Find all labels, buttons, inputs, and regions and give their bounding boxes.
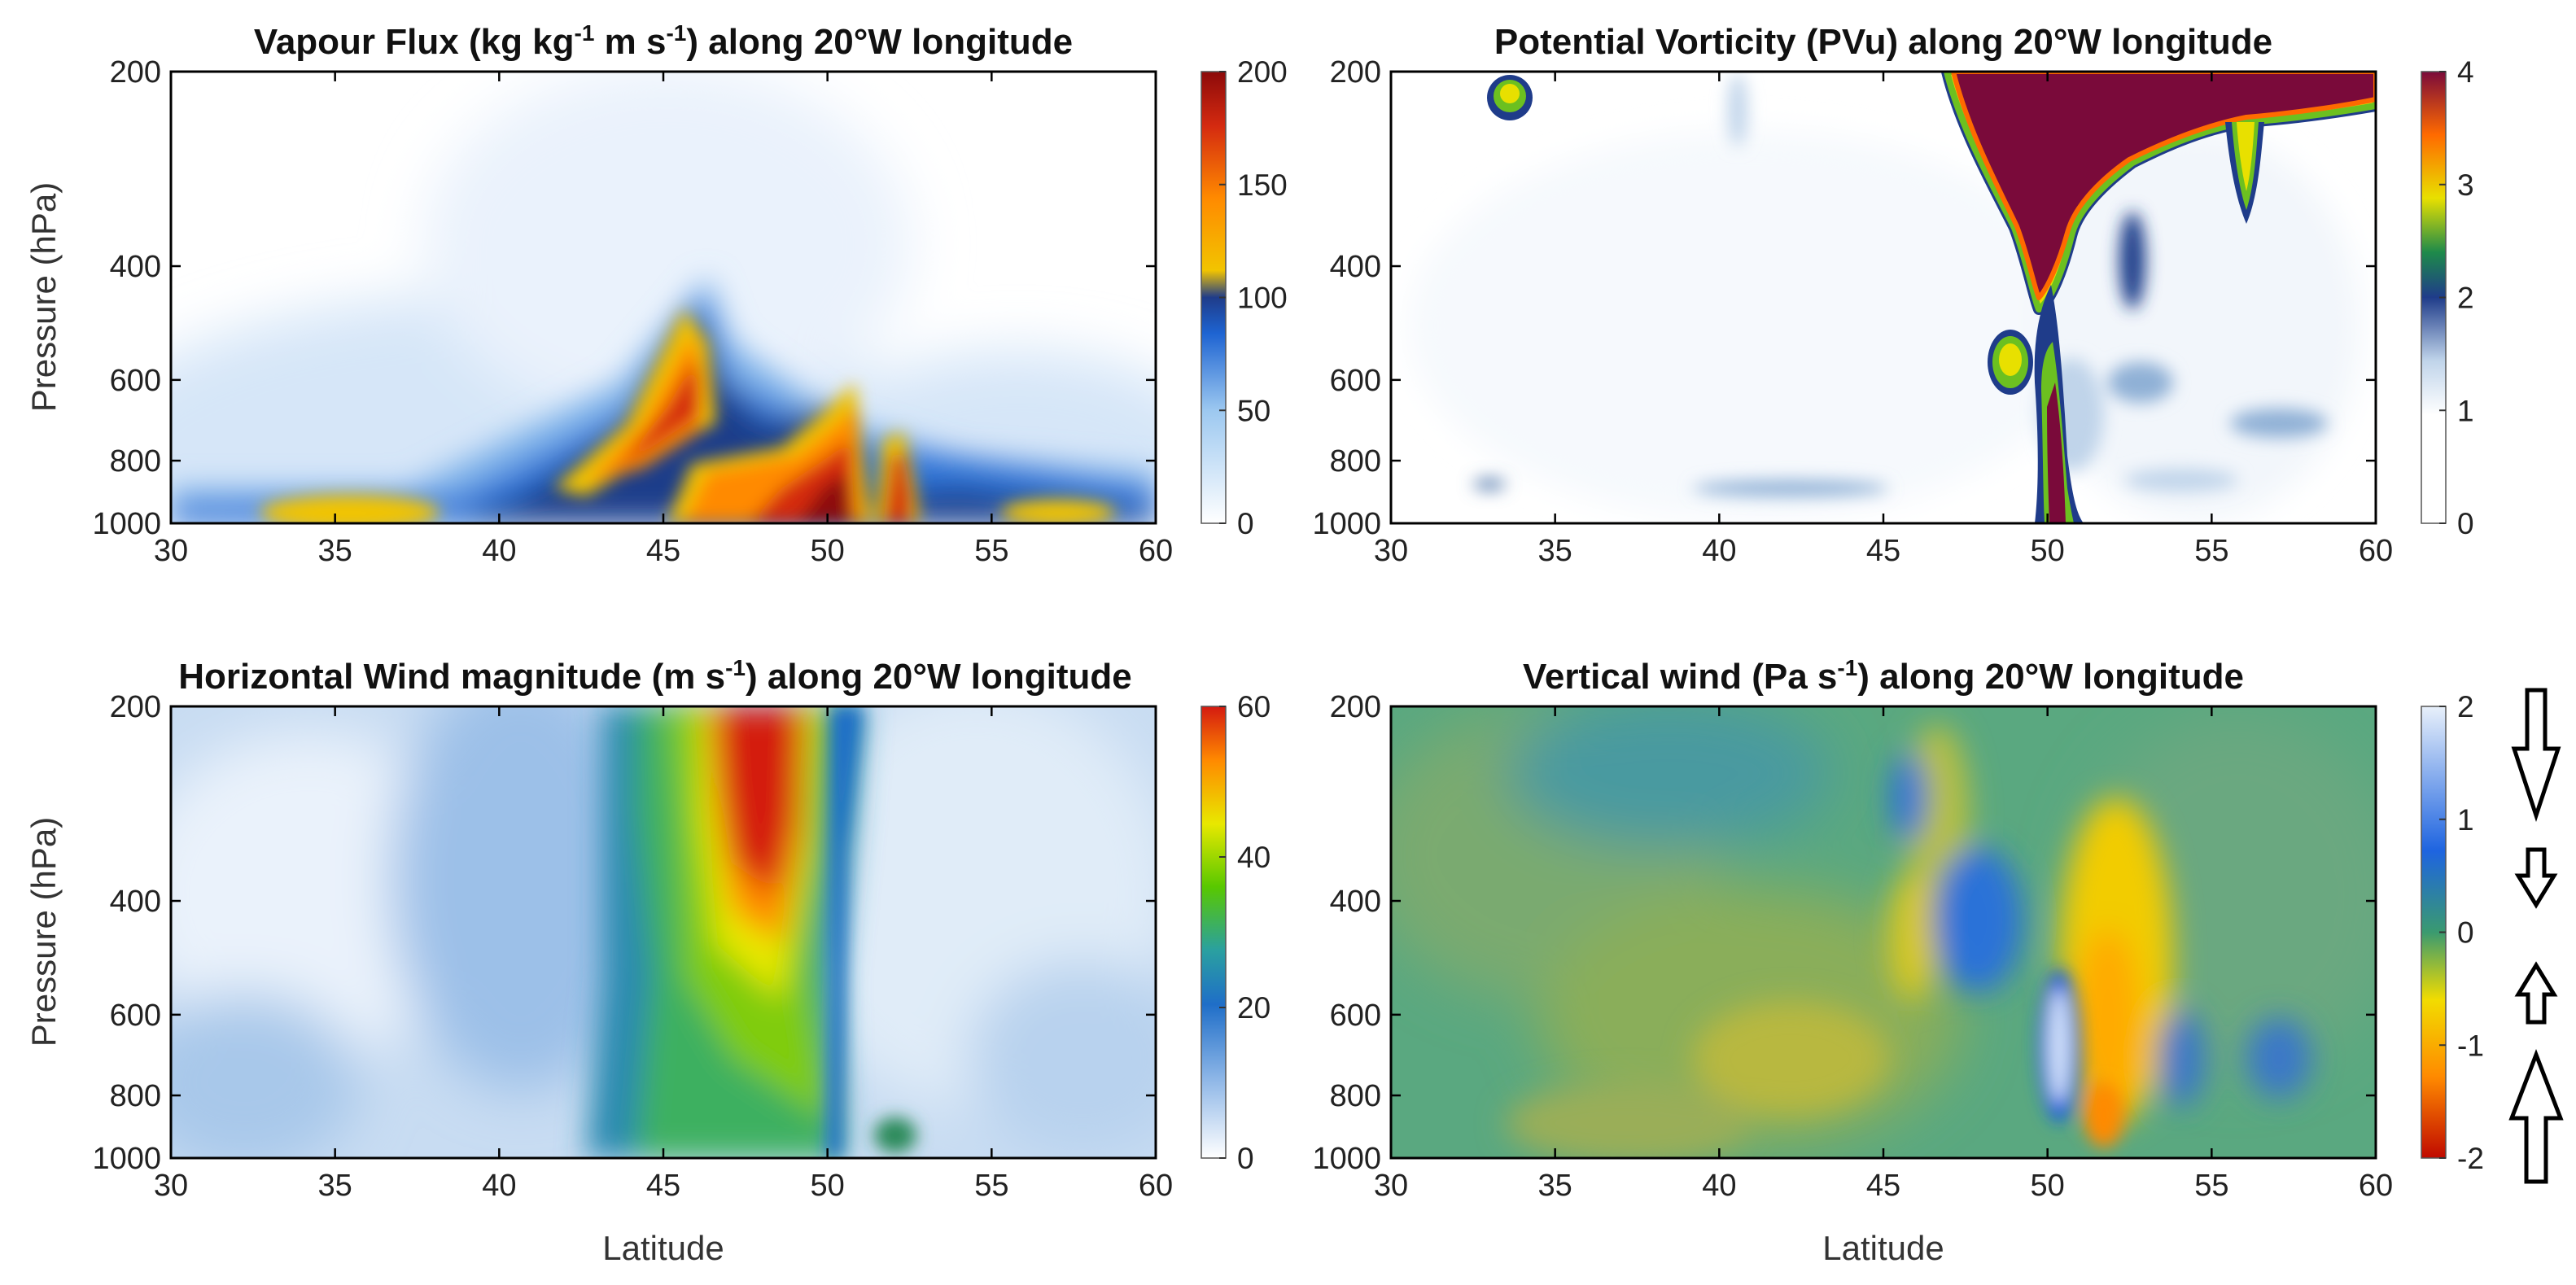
y-tick-label: 800	[110, 444, 161, 479]
colorbar-ticks: 0 1 2 3 4	[2439, 55, 2474, 540]
colorbar-tick-label: 0	[1237, 1142, 1254, 1175]
y-tick-label: 600	[1330, 364, 1381, 398]
colorbar-tick-label: 2	[2457, 690, 2474, 723]
colorbar-tick-label: -2	[2457, 1142, 2484, 1175]
x-tick-label: 40	[482, 534, 516, 568]
y-tick-label: 800	[1330, 1079, 1381, 1113]
x-tick-label: 50	[811, 1169, 845, 1203]
axes: 30 35 40 45 50 55 60 200 400 600 800 1000	[92, 690, 1173, 1203]
y-tick-label: 600	[1330, 999, 1381, 1033]
x-tick-label: 35	[1538, 1169, 1572, 1203]
chart-title: Horizontal Wind magnitude (m s-1) along …	[178, 655, 1131, 697]
x-tick-label: 55	[2194, 1169, 2228, 1203]
axes: 30 35 40 45 50 55 60 200 400 600 800 1000	[92, 55, 1173, 568]
y-tick-label: 1000	[1312, 1142, 1381, 1176]
axes: 30 35 40 45 50 55 60 200 400 600 800 1000	[1312, 690, 2393, 1203]
colorbar-tick-label: 4	[2457, 55, 2474, 89]
x-tick-label: 50	[2031, 534, 2065, 568]
heatmap-field	[1391, 706, 2376, 1158]
y-tick-label: 200	[110, 690, 161, 724]
x-tick-label: 30	[1374, 534, 1408, 568]
y-tick-label: 600	[110, 999, 161, 1033]
colorbar-tick-label: 50	[1237, 394, 1271, 427]
x-tick-label: 50	[811, 534, 845, 568]
colorbar-ticks: 2 1 0 -1 -2	[2439, 690, 2484, 1175]
panel-vapour-flux: Vapour Flux (kg kg-1 m s-1) along 20°W l…	[24, 20, 1288, 568]
y-tick-label: 400	[1330, 885, 1381, 919]
large-up-arrow-icon	[2508, 1049, 2564, 1184]
y-axis-label: Pressure (hPa)	[24, 182, 63, 412]
colorbar-tick-label: 0	[1237, 507, 1254, 540]
heatmap-field	[1391, 72, 2376, 523]
colorbar-tick-label: 0	[2457, 916, 2474, 950]
x-tick-label: 55	[2194, 534, 2228, 568]
colorbar-tick-label: 100	[1237, 282, 1288, 315]
colorbar-tick-label: 150	[1237, 168, 1288, 202]
x-axis-label: Latitude	[1822, 1229, 1944, 1267]
x-tick-label: 30	[154, 1169, 188, 1203]
y-tick-label: 1000	[92, 507, 161, 541]
y-tick-label: 1000	[1312, 507, 1381, 541]
x-tick-label: 45	[646, 534, 680, 568]
y-tick-label: 800	[110, 1079, 161, 1113]
panel-potential-vorticity: Potential Vorticity (PVu) along 20°W lon…	[1312, 22, 2473, 568]
colorbar	[1201, 706, 1227, 1159]
y-tick-label: 600	[110, 364, 161, 398]
small-down-arrow-icon	[2514, 847, 2558, 909]
x-tick-label: 60	[2359, 534, 2393, 568]
x-tick-label: 45	[646, 1169, 680, 1203]
x-tick-label: 40	[1702, 534, 1736, 568]
heatmap-field	[171, 72, 1156, 523]
colorbar-tick-label: 1	[2457, 394, 2474, 427]
x-tick-label: 55	[974, 534, 1008, 568]
x-tick-label: 45	[1866, 1169, 1900, 1203]
colorbar-tick-label: 1	[2457, 803, 2474, 837]
colorbar-tick-label: 20	[1237, 991, 1271, 1025]
y-tick-label: 200	[1330, 690, 1381, 724]
x-tick-label: 35	[318, 1169, 352, 1203]
x-tick-label: 60	[2359, 1169, 2393, 1203]
colorbar-ticks: 0 50 100 150 200	[1219, 55, 1288, 540]
panel-vertical-wind: Vertical wind (Pa s-1) along 20°W longit…	[1312, 655, 2564, 1267]
colorbar-ticks: 0 20 40 60	[1219, 690, 1271, 1175]
axes: 30 35 40 45 50 55 60 200 400 600 800 1000	[1312, 55, 2393, 568]
colorbar-tick-label: 200	[1237, 55, 1288, 89]
chart-title: Vertical wind (Pa s-1) along 20°W longit…	[1523, 655, 2244, 697]
x-tick-label: 35	[1538, 534, 1572, 568]
chart-title: Vapour Flux (kg kg-1 m s-1) along 20°W l…	[254, 20, 1073, 62]
x-axis-label: Latitude	[602, 1229, 724, 1267]
colorbar-tick-label: 0	[2457, 507, 2474, 540]
y-tick-label: 400	[110, 885, 161, 919]
y-tick-label: 1000	[92, 1142, 161, 1176]
x-tick-label: 55	[974, 1169, 1008, 1203]
x-tick-label: 40	[482, 1169, 516, 1203]
colorbar-tick-label: 60	[1237, 690, 1271, 723]
y-tick-label: 800	[1330, 444, 1381, 479]
x-tick-label: 30	[1374, 1169, 1408, 1203]
x-tick-label: 40	[1702, 1169, 1736, 1203]
colorbar-tick-label: 2	[2457, 282, 2474, 315]
large-down-arrow-icon	[2511, 688, 2561, 822]
small-up-arrow-icon	[2514, 961, 2558, 1025]
y-tick-label: 200	[110, 55, 161, 90]
x-tick-label: 60	[1139, 1169, 1173, 1203]
x-tick-label: 50	[2031, 1169, 2065, 1203]
colorbar-tick-label: 3	[2457, 168, 2474, 202]
y-tick-label: 200	[1330, 55, 1381, 90]
x-tick-label: 60	[1139, 534, 1173, 568]
y-axis-label: Pressure (hPa)	[24, 817, 63, 1047]
x-tick-label: 30	[154, 534, 188, 568]
pv-tropopause-fold	[1487, 72, 2376, 523]
panel-horizontal-wind: Horizontal Wind magnitude (m s-1) along …	[24, 655, 1271, 1267]
colorbar-tick-label: 40	[1237, 841, 1271, 874]
x-tick-label: 45	[1866, 534, 1900, 568]
x-tick-label: 35	[318, 534, 352, 568]
colorbar-tick-label: -1	[2457, 1029, 2484, 1062]
heatmap-field	[171, 706, 1156, 1158]
y-tick-label: 400	[110, 250, 161, 284]
chart-title: Potential Vorticity (PVu) along 20°W lon…	[1494, 22, 2272, 62]
y-tick-label: 400	[1330, 250, 1381, 284]
